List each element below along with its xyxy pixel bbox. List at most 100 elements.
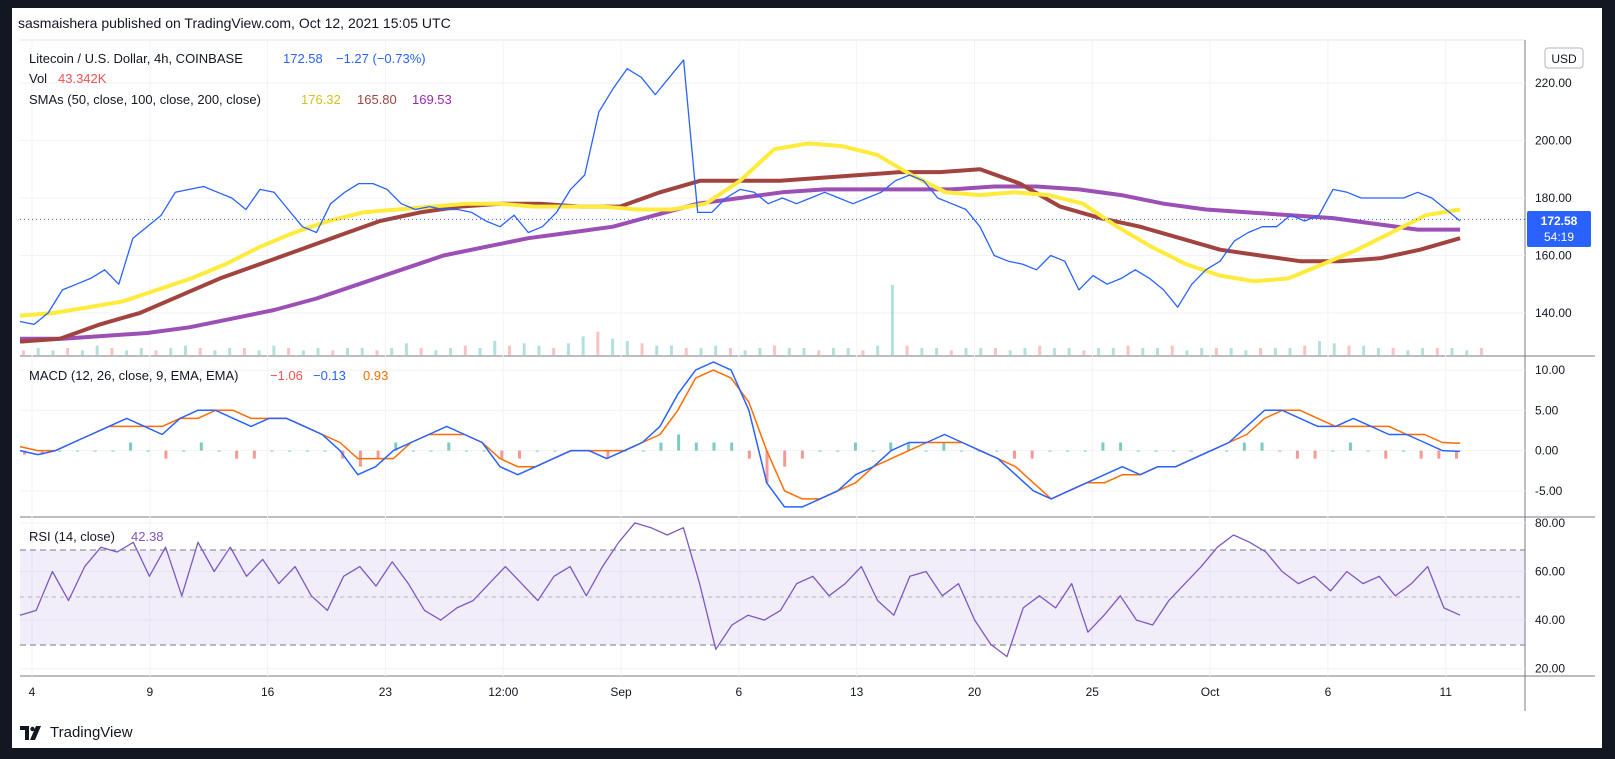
volume-bar	[1229, 348, 1233, 355]
macd-histogram-bar	[959, 450, 963, 452]
volume-bar	[80, 350, 84, 355]
volume-bar	[242, 348, 246, 355]
volume-bar	[758, 348, 762, 355]
volume-bar	[110, 348, 114, 355]
macd-histogram-bar	[500, 450, 504, 459]
macd-histogram-bar	[411, 450, 415, 452]
volume-bar	[935, 348, 939, 355]
volume-bar	[213, 350, 217, 355]
macd-histogram-bar	[1384, 450, 1388, 459]
macd-histogram-bar	[1119, 442, 1123, 451]
macd-histogram-bar	[924, 450, 928, 452]
time-tick-label: 20	[968, 685, 982, 699]
macd-histogram-bar	[447, 442, 451, 451]
macd-histogram-bar	[800, 450, 804, 459]
sma-label: SMAs (50, close, 100, close, 200, close)	[29, 92, 261, 107]
macd-histogram-bar	[270, 450, 274, 452]
volume-bar	[714, 345, 718, 355]
price-tick-label: 160.00	[1535, 248, 1572, 262]
volume-bar	[522, 343, 526, 355]
volume-bar	[964, 348, 968, 355]
volume-bar	[463, 345, 467, 355]
sma50-value: 176.32	[301, 92, 341, 107]
volume-bar	[773, 345, 777, 355]
volume-bar	[1303, 345, 1307, 355]
macd-hist-value: −1.06	[270, 368, 303, 383]
volume-bar	[1435, 348, 1439, 355]
volume-bar	[581, 336, 585, 355]
volume-bar	[1214, 348, 1218, 355]
macd-histogram-bar	[1101, 442, 1105, 451]
macd-histogram-bar	[288, 450, 292, 452]
volume-bar	[802, 348, 806, 355]
sma200-line	[20, 184, 1461, 341]
volume-bar	[994, 348, 997, 355]
author-name[interactable]: sasmaishera	[18, 15, 98, 31]
rsi-tick-label: 20.00	[1535, 662, 1565, 676]
currency-button[interactable]	[1544, 47, 1584, 69]
volume-bar	[1465, 350, 1469, 355]
volume-bar	[449, 348, 453, 355]
rsi-tick-label: 80.00	[1535, 516, 1565, 530]
volume-bar	[478, 348, 482, 355]
rsi-line	[19, 522, 1461, 658]
macd-histogram-bar	[1030, 450, 1034, 459]
macd-histogram-bar	[977, 450, 981, 452]
volume-bar	[1376, 348, 1380, 355]
volume-bar	[184, 345, 187, 355]
macd-histogram-bar	[1083, 450, 1087, 452]
volume-bar	[331, 350, 335, 355]
published-text: published on TradingView.com,	[101, 15, 295, 31]
time-tick-label: 25	[1086, 685, 1100, 699]
macd-histogram-bar	[535, 450, 539, 452]
vol-value: 43.342K	[58, 71, 107, 86]
volume-bar	[537, 345, 541, 355]
volume-bar	[1170, 345, 1174, 355]
macd-histogram-bar	[93, 450, 97, 452]
macd-histogram-bar	[23, 450, 26, 455]
macd-histogram-bar	[1348, 442, 1352, 451]
time-tick-label: 12:00	[488, 685, 518, 699]
volume-bar	[1141, 348, 1145, 355]
volume-bar	[66, 348, 70, 355]
macd-histogram-bar	[1455, 450, 1458, 459]
macd-histogram-bar	[76, 450, 80, 452]
last-price-tag-countdown: 54:19	[1544, 230, 1574, 244]
macd-histogram-bar	[783, 450, 787, 467]
volume-bar	[272, 345, 276, 355]
macd-tick-label: 0.00	[1535, 444, 1559, 458]
volume-bar	[640, 343, 644, 355]
volume-bar	[169, 348, 173, 355]
time-tick-label: 23	[379, 685, 393, 699]
macd-tick-label: -5.00	[1535, 484, 1563, 498]
macd-histogram-bar	[1048, 450, 1052, 452]
time-tick-label: 13	[850, 685, 864, 699]
volume-bar	[316, 348, 320, 355]
volume-bar	[1406, 350, 1410, 355]
macd-histogram-bar	[111, 450, 115, 452]
macd-histogram-bar	[1154, 450, 1158, 452]
macd-histogram-bar	[305, 450, 309, 452]
macd-histogram-bar	[217, 450, 221, 452]
volume-bar	[1038, 345, 1042, 355]
macd-histogram-bar	[871, 450, 875, 452]
sma200-value: 169.53	[412, 92, 452, 107]
macd-histogram-bar	[518, 450, 522, 459]
volume-bar	[125, 350, 129, 355]
macd-histogram-bar	[252, 450, 256, 459]
macd-histogram-bar	[641, 450, 645, 452]
macd-histogram-bar	[1295, 450, 1299, 459]
macd-histogram-bar	[1419, 450, 1423, 459]
macd-histogram-bar	[199, 442, 203, 451]
time-tick-label: Sep	[610, 685, 632, 699]
tradingview-brand[interactable]: TradingView	[20, 724, 133, 741]
price-tick-label: 140.00	[1535, 306, 1572, 320]
volume-bar	[1200, 348, 1204, 355]
volume-bar	[743, 350, 747, 355]
chart-frame	[12, 8, 1602, 748]
time-tick-label: 11	[1440, 685, 1453, 699]
volume-bar	[1391, 348, 1395, 355]
publish-date: Oct 12, 2021 15:05 UTC	[298, 15, 451, 31]
volume-bar	[346, 348, 349, 355]
